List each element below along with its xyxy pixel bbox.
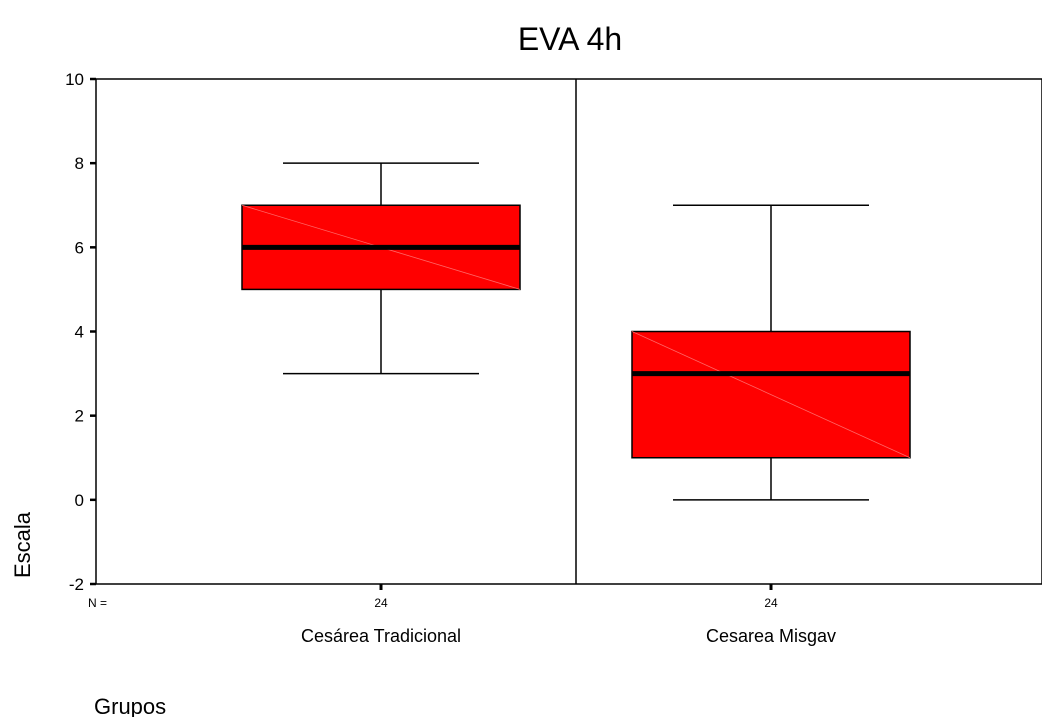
y-tick-label: 0 [75, 491, 84, 510]
x-axis-label: Grupos [94, 694, 166, 717]
n-value: 24 [764, 596, 778, 610]
y-tick-label: 10 [65, 70, 84, 89]
box-hatch-line [631, 331, 911, 459]
x-category-label: Cesarea Misgav [706, 626, 836, 646]
n-label: N = [88, 596, 107, 610]
y-tick-label: -2 [69, 575, 84, 594]
y-tick-label: 4 [75, 323, 84, 342]
y-axis-label: Escala [10, 511, 35, 578]
y-axis: -2 0 2 4 6 8 10 [65, 70, 96, 594]
x-axis: N = 24 Cesárea Tradicional 24 Cesarea Misgav [88, 584, 836, 646]
y-tick-label: 8 [75, 154, 84, 173]
box-group [241, 162, 521, 375]
chart-title: EVA 4h [518, 21, 622, 57]
y-tick-label: 2 [75, 407, 84, 426]
x-category-label: Cesárea Tradicional [301, 626, 461, 646]
n-value: 24 [374, 596, 388, 610]
y-tick-label: 6 [75, 238, 84, 257]
box-group [631, 204, 911, 501]
boxes-layer [241, 162, 911, 501]
